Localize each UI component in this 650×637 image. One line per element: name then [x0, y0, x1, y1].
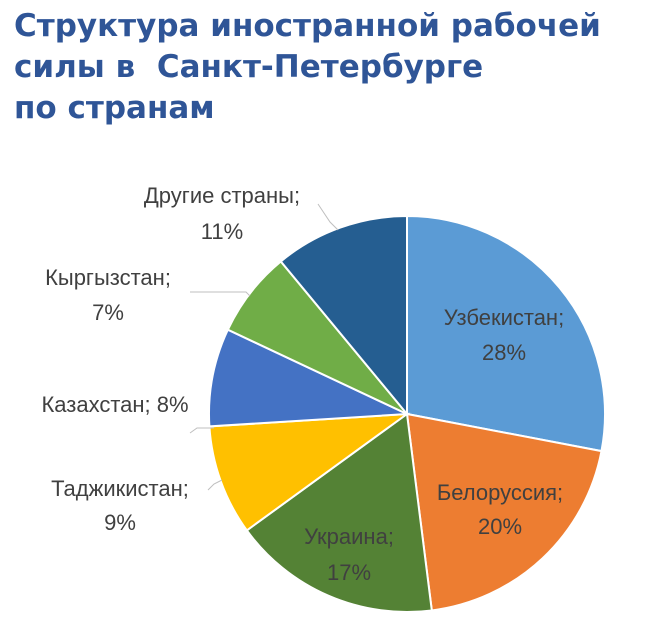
slice-labels: Узбекистан; 28% Белоруссия; 20% Украина; 17% Т… — [41, 183, 564, 585]
pie-slice-1 — [406, 214, 606, 453]
leader-line-7 — [317, 203, 339, 231]
slice-value-1: 28% — [482, 340, 526, 365]
chart-title: Структура иностранной рабочей силы в Сан… — [14, 6, 601, 129]
chart-title-line-3: по странам — [14, 90, 215, 126]
slice-label-6: Кыргызстан; — [45, 265, 171, 290]
pie-slice-2 — [405, 412, 603, 612]
leader-lines — [189, 203, 339, 491]
slice-label-3: Украина; — [304, 524, 394, 549]
chart-title-line-2: силы в Санкт-Петербурге — [14, 49, 484, 85]
slice-value-6: 7% — [92, 300, 124, 325]
slice-label-1: Узбекистан; — [444, 305, 564, 330]
pie-slice-7 — [279, 214, 408, 417]
slice-value-7: 11% — [201, 219, 243, 244]
slice-label-2: Белоруссия; — [437, 480, 563, 505]
pie-slice-5 — [208, 328, 408, 428]
chart-title-line-1: Структура иностранной рабочей — [14, 8, 601, 44]
pie-slice-3 — [245, 412, 433, 613]
slice-value-2: 20% — [478, 514, 522, 539]
slice-label-5: Казахстан; 8% — [41, 392, 188, 417]
slice-value-3: 17% — [327, 560, 371, 585]
slice-label-4: Таджикистан; — [51, 476, 189, 501]
slice-label-7: Другие страны; — [144, 183, 300, 208]
slice-value-4: 9% — [104, 510, 136, 535]
pie-slices — [208, 214, 606, 613]
leader-line-6 — [190, 291, 251, 297]
leader-line-5 — [189, 427, 214, 434]
leader-line-4 — [207, 479, 223, 491]
